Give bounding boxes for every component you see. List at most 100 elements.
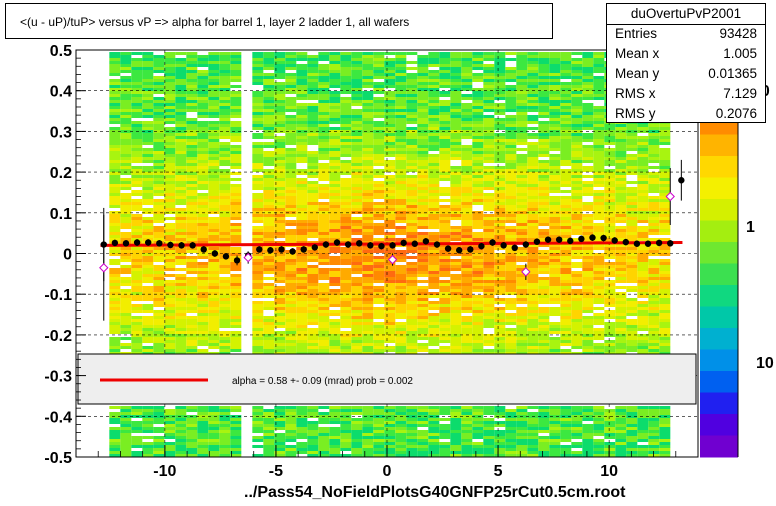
heatmap-cell [461, 265, 473, 268]
heatmap-cell [384, 445, 396, 448]
heatmap-cell [120, 58, 132, 61]
heatmap-cell [527, 121, 539, 124]
heatmap-cell [560, 313, 572, 316]
heatmap-cell [285, 142, 297, 145]
heatmap-cell [505, 409, 517, 412]
heatmap-cell [527, 205, 539, 208]
heatmap-cell [373, 448, 385, 451]
heatmap-cell [186, 94, 198, 97]
heatmap-cell [560, 307, 572, 310]
heatmap-cell [142, 112, 154, 115]
heatmap-cell [120, 295, 132, 298]
heatmap-cell [505, 214, 517, 217]
heatmap-cell [505, 445, 517, 448]
heatmap-cell [318, 232, 330, 235]
heatmap-cell [362, 127, 374, 130]
heatmap-cell [582, 184, 594, 187]
heatmap-cell [417, 442, 429, 445]
heatmap-cell [230, 127, 242, 130]
heatmap-cell [142, 187, 154, 190]
heatmap-cell [351, 175, 363, 178]
heatmap-cell [461, 343, 473, 346]
heatmap-cell [439, 61, 451, 64]
heatmap-cell [450, 292, 462, 295]
heatmap-cell [538, 193, 550, 196]
heatmap-cell [252, 208, 264, 211]
heatmap-cell [219, 151, 231, 154]
heatmap-cell [560, 82, 572, 85]
heatmap-cell [208, 175, 220, 178]
heatmap-cell [120, 184, 132, 187]
heatmap-cell [494, 292, 506, 295]
heatmap-cell [549, 250, 561, 253]
heatmap-cell [131, 442, 143, 445]
heatmap-cell [527, 79, 539, 82]
heatmap-cell [549, 172, 561, 175]
heatmap-cell [505, 283, 517, 286]
heatmap-cell [472, 127, 484, 130]
heatmap-cell [428, 448, 440, 451]
heatmap-cell [549, 340, 561, 343]
heatmap-cell [439, 169, 451, 172]
heatmap-cell [560, 88, 572, 91]
heatmap-cell [274, 310, 286, 313]
heatmap-cell [230, 304, 242, 307]
heatmap-cell [230, 280, 242, 283]
heatmap-cell [175, 58, 187, 61]
heatmap-cell [384, 298, 396, 301]
heatmap-cell [252, 214, 264, 217]
heatmap-cell [615, 127, 627, 130]
heatmap-cell [593, 448, 605, 451]
heatmap-cell [153, 343, 165, 346]
heatmap-cell [560, 448, 572, 451]
heatmap-cell [351, 343, 363, 346]
heatmap-cell [505, 274, 517, 277]
heatmap-cell [604, 139, 616, 142]
heatmap-cell [428, 100, 440, 103]
heatmap-cell [549, 325, 561, 328]
heatmap-cell [274, 262, 286, 265]
heatmap-cell [230, 136, 242, 139]
heatmap-cell [362, 100, 374, 103]
heatmap-cell [417, 406, 429, 409]
heatmap-cell [252, 136, 264, 139]
heatmap-cell [395, 331, 407, 334]
heatmap-cell [340, 67, 352, 70]
heatmap-cell [307, 286, 319, 289]
heatmap-cell [307, 259, 319, 262]
heatmap-cell [549, 238, 561, 241]
heatmap-cell [362, 298, 374, 301]
heatmap-cell [472, 52, 484, 55]
heatmap-cell [296, 274, 308, 277]
heatmap-cell [395, 169, 407, 172]
heatmap-cell [527, 226, 539, 229]
heatmap-cell [307, 445, 319, 448]
heatmap-cell [461, 151, 473, 154]
heatmap-cell [560, 196, 572, 199]
heatmap-cell [208, 190, 220, 193]
heatmap-cell [549, 175, 561, 178]
heatmap-cell [318, 277, 330, 280]
heatmap-cell [219, 304, 231, 307]
heatmap-cell [439, 199, 451, 202]
heatmap-cell [164, 202, 176, 205]
heatmap-cell [208, 142, 220, 145]
heatmap-cell [131, 256, 143, 259]
heatmap-cell [505, 190, 517, 193]
heatmap-cell [549, 61, 561, 64]
heatmap-cell [604, 415, 616, 418]
heatmap-cell [505, 418, 517, 421]
heatmap-cell [285, 118, 297, 121]
heatmap-cell [318, 115, 330, 118]
heatmap-cell [164, 454, 176, 457]
heatmap-cell [175, 112, 187, 115]
heatmap-cell [186, 127, 198, 130]
heatmap-cell [164, 115, 176, 118]
heatmap-cell [186, 328, 198, 331]
heatmap-cell [307, 226, 319, 229]
heatmap-cell [186, 319, 198, 322]
heatmap-cell [472, 268, 484, 271]
heatmap-cell [208, 52, 220, 55]
heatmap-cell [395, 448, 407, 451]
heatmap-cell [164, 175, 176, 178]
